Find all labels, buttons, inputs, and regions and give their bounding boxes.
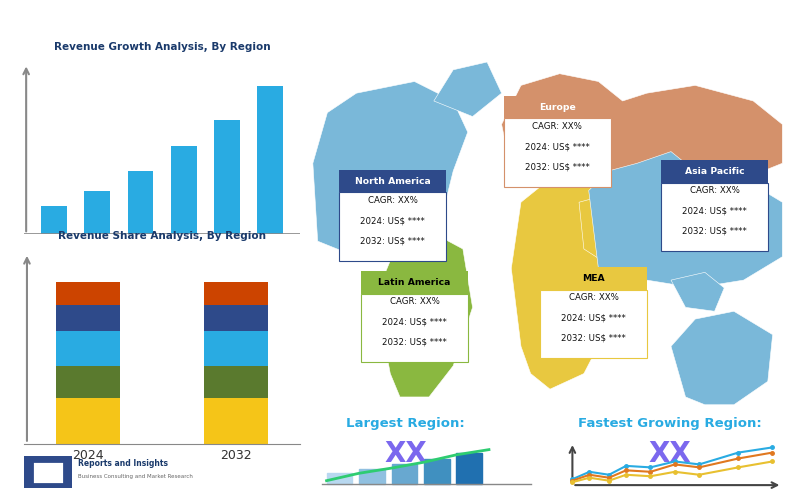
Bar [56,305,120,330]
Bar [56,366,120,398]
FancyBboxPatch shape [540,290,646,358]
FancyBboxPatch shape [24,456,72,488]
Text: 2032: US$ ****: 2032: US$ **** [382,338,447,347]
Bar [204,305,268,330]
Text: 2032: US$ ****: 2032: US$ **** [682,227,747,236]
Bar [170,146,197,234]
Bar [359,469,385,484]
FancyBboxPatch shape [32,460,64,484]
Text: 2024: US$ ****: 2024: US$ **** [525,142,590,151]
Polygon shape [434,62,502,116]
FancyBboxPatch shape [362,271,468,294]
FancyBboxPatch shape [504,96,610,118]
Bar [42,206,67,234]
Polygon shape [376,233,473,397]
Text: Europe: Europe [539,103,576,112]
Bar [257,86,282,234]
Polygon shape [511,179,622,389]
Bar [56,398,120,444]
Text: North America: North America [355,176,430,186]
Bar [204,330,268,366]
Bar [326,473,352,484]
Text: GLOBAL DOUBLE PIPE HEAT EXCHANGER MARKET REGIONAL LEVEL ANALYSIS: GLOBAL DOUBLE PIPE HEAT EXCHANGER MARKET… [10,22,613,35]
Text: CAGR: XX%: CAGR: XX% [569,293,618,302]
Text: CAGR: XX%: CAGR: XX% [532,122,582,131]
Bar [204,282,268,305]
Text: 2024: US$ ****: 2024: US$ **** [561,314,626,322]
Text: XX: XX [384,440,427,468]
Text: Largest Region:: Largest Region: [346,417,465,430]
Polygon shape [579,191,646,265]
Text: Fastest Growing Region:: Fastest Growing Region: [578,417,762,430]
Polygon shape [671,311,773,405]
Bar [204,398,268,444]
Text: Business Consulting and Market Research: Business Consulting and Market Research [78,474,193,479]
Text: CAGR: XX%: CAGR: XX% [368,196,418,205]
Text: 2024: US$ ****: 2024: US$ **** [360,216,425,225]
Text: Reports and Insights: Reports and Insights [78,459,168,468]
Text: Asia Pacific: Asia Pacific [685,167,744,176]
Text: 2024: US$ ****: 2024: US$ **** [382,317,447,326]
FancyBboxPatch shape [339,170,446,192]
Bar [391,464,417,484]
Text: CAGR: XX%: CAGR: XX% [390,297,439,306]
Bar [424,459,450,484]
Text: 2032: US$ ****: 2032: US$ **** [525,162,590,171]
Text: Revenue Share Analysis, By Region: Revenue Share Analysis, By Region [58,231,266,241]
Polygon shape [502,74,782,187]
Bar [56,330,120,366]
Bar [56,282,120,305]
FancyBboxPatch shape [662,160,768,183]
FancyBboxPatch shape [339,192,446,261]
Polygon shape [589,152,782,288]
Bar [214,120,240,234]
Bar [127,172,154,234]
Text: 2032: US$ ****: 2032: US$ **** [360,236,425,246]
Polygon shape [313,81,468,261]
Text: MEA: MEA [582,274,605,283]
Bar [84,191,110,234]
Text: Latin America: Latin America [378,278,450,287]
Bar [204,366,268,398]
FancyBboxPatch shape [662,183,768,251]
Text: CAGR: XX%: CAGR: XX% [690,186,739,195]
Text: Revenue Growth Analysis, By Region: Revenue Growth Analysis, By Region [54,42,270,52]
FancyBboxPatch shape [540,267,646,290]
FancyBboxPatch shape [504,118,610,187]
Text: 2024: US$ ****: 2024: US$ **** [682,206,747,215]
Bar [457,453,482,484]
Text: XX: XX [649,440,691,468]
FancyBboxPatch shape [362,294,468,362]
Text: 2032: US$ ****: 2032: US$ **** [561,334,626,343]
Polygon shape [671,272,724,311]
